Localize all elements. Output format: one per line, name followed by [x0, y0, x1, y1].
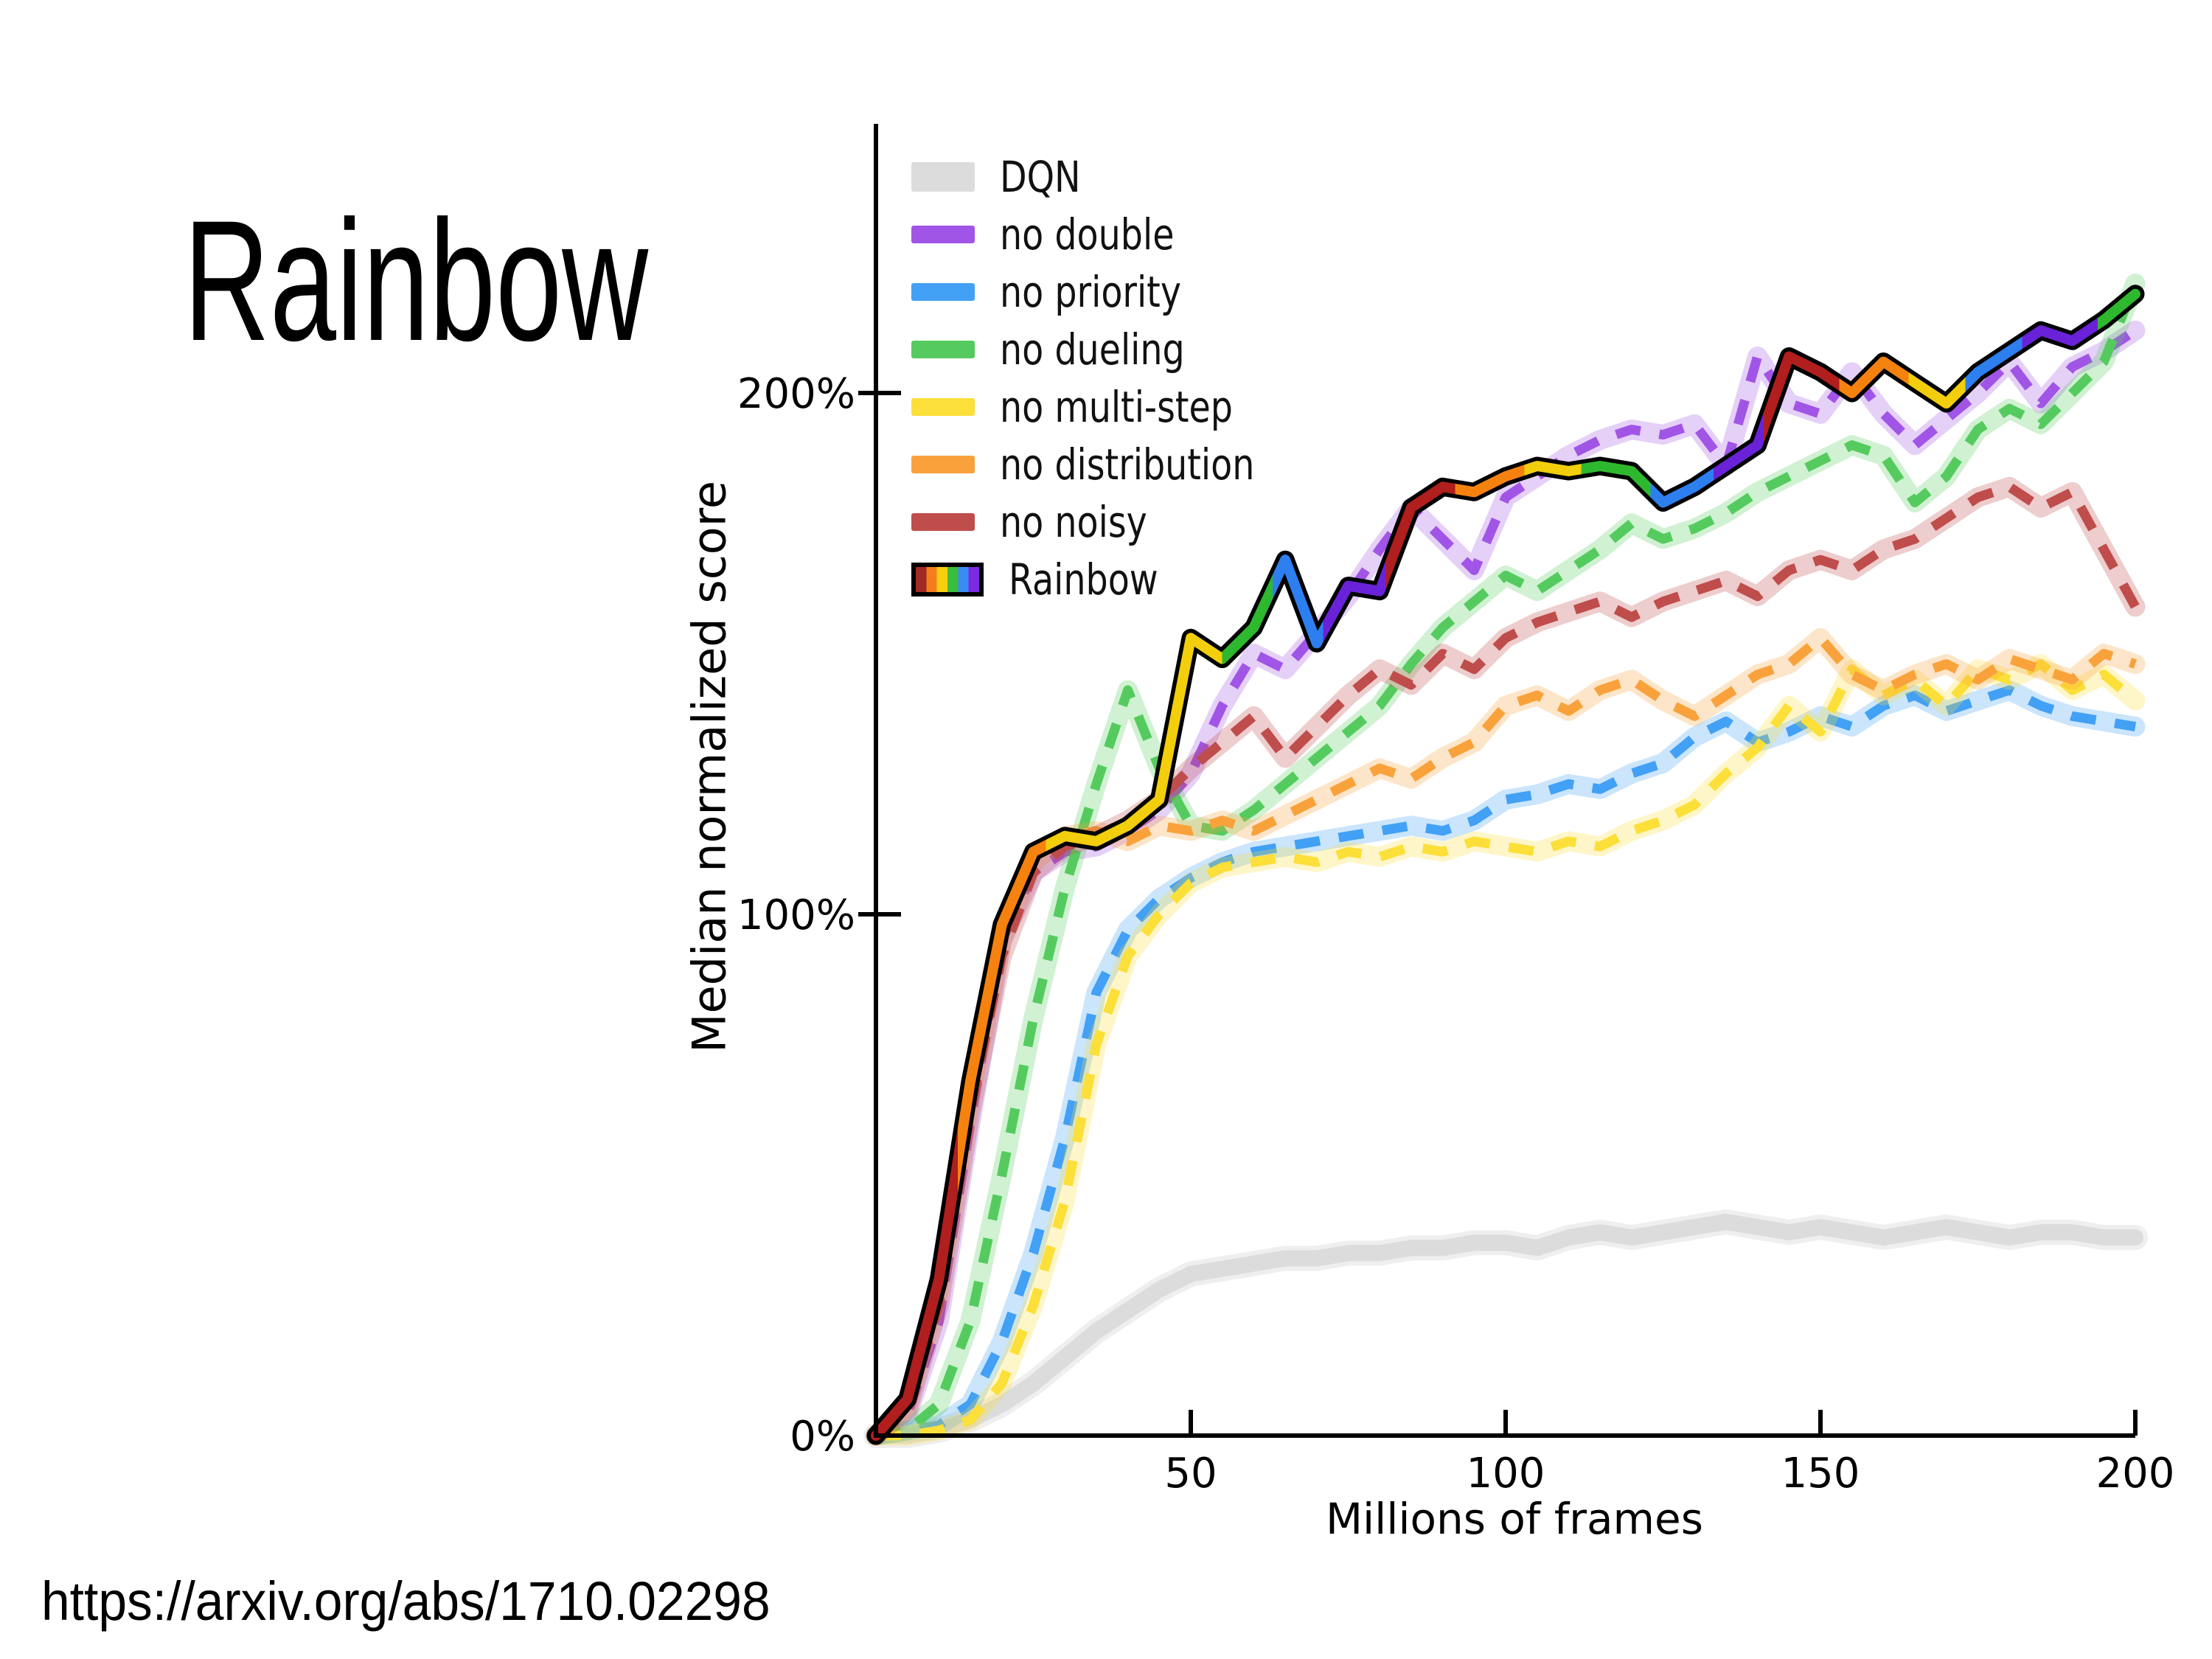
legend-swatch-no-dueling	[911, 341, 975, 358]
legend-label-no-multi-step: no multi-step	[1000, 382, 1233, 432]
legend-label-no-dueling: no dueling	[1000, 324, 1185, 375]
legend-swatch-no-priority	[911, 283, 975, 301]
series-no-priority	[874, 685, 2137, 1441]
source-url[interactable]: https://arxiv.org/abs/1710.02298	[41, 1571, 771, 1632]
series-DQN-halo	[863, 1209, 2148, 1448]
legend-item-no-noisy: no noisy	[911, 493, 1310, 551]
chart-legend: DQN no double no priority no dueling no mult…	[911, 148, 1310, 608]
series-no-noisy-halo	[866, 476, 2146, 1446]
legend-label-no-double: no double	[1000, 209, 1175, 260]
legend-item-DQN: DQN	[911, 148, 1310, 206]
legend-label-no-noisy: no noisy	[1000, 497, 1147, 547]
series-no-multi-step	[876, 659, 2139, 1441]
series-rainbow	[871, 288, 2140, 1441]
series-no-distribution-halo	[866, 627, 2146, 1446]
y-tick-label: 100%	[737, 891, 855, 939]
x-tick-label: 50	[1164, 1450, 1217, 1498]
legend-item-no-distribution: no distribution	[911, 436, 1310, 493]
legend-swatch-DQN	[911, 162, 975, 192]
legend-label-no-priority: no priority	[1000, 267, 1181, 317]
legend-swatch-no-double	[911, 226, 975, 243]
legend-item-rainbow: Rainbow	[911, 551, 1310, 608]
legend-item-no-priority: no priority	[911, 263, 1310, 321]
y-tick-label: 200%	[737, 370, 855, 418]
legend-swatch-no-distribution	[911, 456, 975, 473]
x-tick-label: 100	[1467, 1450, 1545, 1498]
legend-label-no-distribution: no distribution	[1000, 439, 1255, 490]
legend-swatch-rainbow	[911, 563, 984, 597]
x-tick-label: 200	[2096, 1450, 2175, 1498]
series-no-noisy	[872, 481, 2140, 1440]
series-no-multi-step-halo	[866, 654, 2146, 1446]
legend-label-DQN: DQN	[1000, 152, 1081, 202]
series-DQN	[868, 1214, 2143, 1444]
legend-swatch-no-noisy	[911, 513, 975, 531]
slide-title: Rainbow	[184, 185, 649, 377]
x-tick-label: 150	[1781, 1450, 1860, 1498]
legend-swatch-no-multi-step	[911, 398, 975, 416]
x-axis-title: Millions of frames	[1326, 1494, 1703, 1544]
series-no-double	[873, 326, 2138, 1440]
legend-item-no-double: no double	[911, 206, 1310, 263]
series-no-distribution	[872, 633, 2138, 1439]
legend-label-rainbow: Rainbow	[1009, 554, 1158, 605]
legend-item-no-multi-step: no multi-step	[911, 378, 1310, 436]
series-no-priority-halo	[866, 680, 2146, 1446]
series-no-dueling	[874, 282, 2140, 1441]
y-axis-title: Median normalized score	[683, 481, 737, 1053]
y-tick-label: 0%	[790, 1413, 855, 1461]
legend-item-no-dueling: no dueling	[911, 321, 1310, 378]
